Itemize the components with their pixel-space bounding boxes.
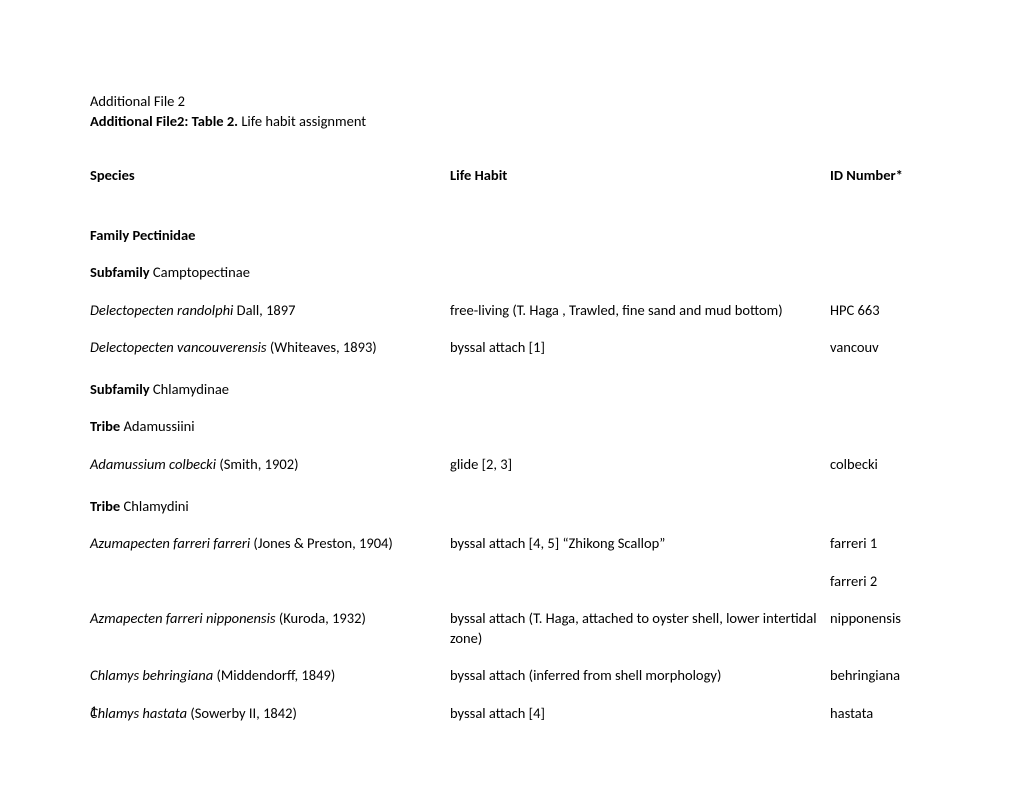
- doc-header-small: Additional File 2: [90, 92, 930, 110]
- table-row: Tribe Adamussiini: [90, 417, 930, 437]
- cell-habit: [450, 263, 830, 283]
- cell-id: vancouv: [830, 338, 930, 358]
- species-authority: (Middendorff, 1849): [213, 666, 335, 684]
- cell-species: Delectopecten vancouverensis (Whiteaves,…: [90, 338, 450, 358]
- cell-species: Family Pectinidae: [90, 226, 450, 246]
- species-name: Delectopecten randolphi: [90, 301, 233, 319]
- cell-habit: byssal attach [4, 5] “Zhikong Scallop”: [450, 534, 830, 554]
- table-row: Azmapecten farreri nipponensis (Kuroda, …: [90, 609, 930, 648]
- table-body: Family Pectinidae Subfamily Camptopectina…: [90, 226, 930, 724]
- cell-species: Adamussium colbecki (Smith, 1902): [90, 455, 450, 475]
- table-row: Subfamily Chlamydinae: [90, 380, 930, 400]
- cell-habit: byssal attach (T. Haga, attached to oyst…: [450, 609, 830, 648]
- group-label-bold: Subfamily: [90, 380, 150, 398]
- cell-species: [90, 572, 450, 592]
- cell-species: Tribe Chlamydini: [90, 497, 450, 517]
- species-authority: (Sowerby II, 1842): [187, 704, 297, 722]
- header-id: ID Number*: [830, 166, 930, 186]
- species-name: Azumapecten farreri farreri: [90, 534, 250, 552]
- cell-id: farreri 2: [830, 572, 930, 592]
- cell-id: farreri 1: [830, 534, 930, 554]
- cell-habit: byssal attach [1]: [450, 338, 830, 358]
- table-row: Delectopecten randolphi Dall, 1897free-l…: [90, 301, 930, 321]
- cell-id: [830, 497, 930, 517]
- table-row: Tribe Chlamydini: [90, 497, 930, 517]
- doc-title: Additional File2: Table 2. Life habit as…: [90, 112, 930, 130]
- cell-species: Subfamily Chlamydinae: [90, 380, 450, 400]
- cell-species: Chlamys hastata (Sowerby II, 1842): [90, 704, 450, 724]
- cell-id: [830, 417, 930, 437]
- cell-species: Subfamily Camptopectinae: [90, 263, 450, 283]
- table-row: Chlamys behringiana (Middendorff, 1849)b…: [90, 666, 930, 686]
- cell-species: Delectopecten randolphi Dall, 1897: [90, 301, 450, 321]
- table-row: Chlamys hastata (Sowerby II, 1842)byssal…: [90, 704, 930, 724]
- header-habit: Life Habit: [450, 166, 830, 186]
- species-authority: (Whiteaves, 1893): [267, 338, 377, 356]
- cell-id: [830, 226, 930, 246]
- column-headers: Species Life Habit ID Number*: [90, 166, 930, 186]
- cell-habit: free-living (T. Haga , Trawled, fine san…: [450, 301, 830, 321]
- cell-species: Azmapecten farreri nipponensis (Kuroda, …: [90, 609, 450, 648]
- cell-habit: [450, 572, 830, 592]
- group-label-bold: Tribe: [90, 497, 120, 515]
- species-name: Delectopecten vancouverensis: [90, 338, 267, 356]
- cell-id: HPC 663: [830, 301, 930, 321]
- species-name: Chlamys hastata: [90, 704, 187, 722]
- cell-habit: [450, 417, 830, 437]
- cell-id: hastata: [830, 704, 930, 724]
- species-name: Azmapecten farreri nipponensis: [90, 609, 276, 627]
- group-label-rest: Camptopectinae: [150, 263, 250, 281]
- cell-id: behringiana: [830, 666, 930, 686]
- group-label-rest: Adamussiini: [120, 417, 194, 435]
- species-authority: (Kuroda, 1932): [276, 609, 366, 627]
- cell-habit: byssal attach [4]: [450, 704, 830, 724]
- species-name: Adamussium colbecki: [90, 455, 216, 473]
- table-row: Subfamily Camptopectinae: [90, 263, 930, 283]
- table-row: Delectopecten vancouverensis (Whiteaves,…: [90, 338, 930, 358]
- group-label-bold: Subfamily: [90, 263, 150, 281]
- group-label-rest: Chlamydinae: [150, 380, 229, 398]
- cell-id: nipponensis: [830, 609, 930, 648]
- cell-habit: [450, 497, 830, 517]
- species-authority: (Smith, 1902): [216, 455, 298, 473]
- group-label-rest: Chlamydini: [120, 497, 189, 515]
- table-row: Family Pectinidae: [90, 226, 930, 246]
- species-name: Chlamys behringiana: [90, 666, 213, 684]
- cell-id: [830, 380, 930, 400]
- group-label-bold: Tribe: [90, 417, 120, 435]
- cell-species: Chlamys behringiana (Middendorff, 1849): [90, 666, 450, 686]
- cell-species: Tribe Adamussiini: [90, 417, 450, 437]
- doc-title-bold: Additional File2: Table 2.: [90, 112, 238, 130]
- cell-habit: [450, 380, 830, 400]
- table-row: farreri 2: [90, 572, 930, 592]
- header-species: Species: [90, 166, 450, 186]
- cell-species: Azumapecten farreri farreri (Jones & Pre…: [90, 534, 450, 554]
- cell-id: [830, 263, 930, 283]
- table-row: Azumapecten farreri farreri (Jones & Pre…: [90, 534, 930, 554]
- species-authority: Dall, 1897: [233, 301, 295, 319]
- group-label-bold: Family Pectinidae: [90, 226, 195, 244]
- cell-habit: glide [2, 3]: [450, 455, 830, 475]
- cell-habit: [450, 226, 830, 246]
- cell-id: colbecki: [830, 455, 930, 475]
- doc-title-rest: Life habit assignment: [238, 112, 366, 130]
- page-number: 1: [90, 702, 97, 720]
- cell-habit: byssal attach (inferred from shell morph…: [450, 666, 830, 686]
- table-row: Adamussium colbecki (Smith, 1902)glide […: [90, 455, 930, 475]
- species-authority: (Jones & Preston, 1904): [250, 534, 393, 552]
